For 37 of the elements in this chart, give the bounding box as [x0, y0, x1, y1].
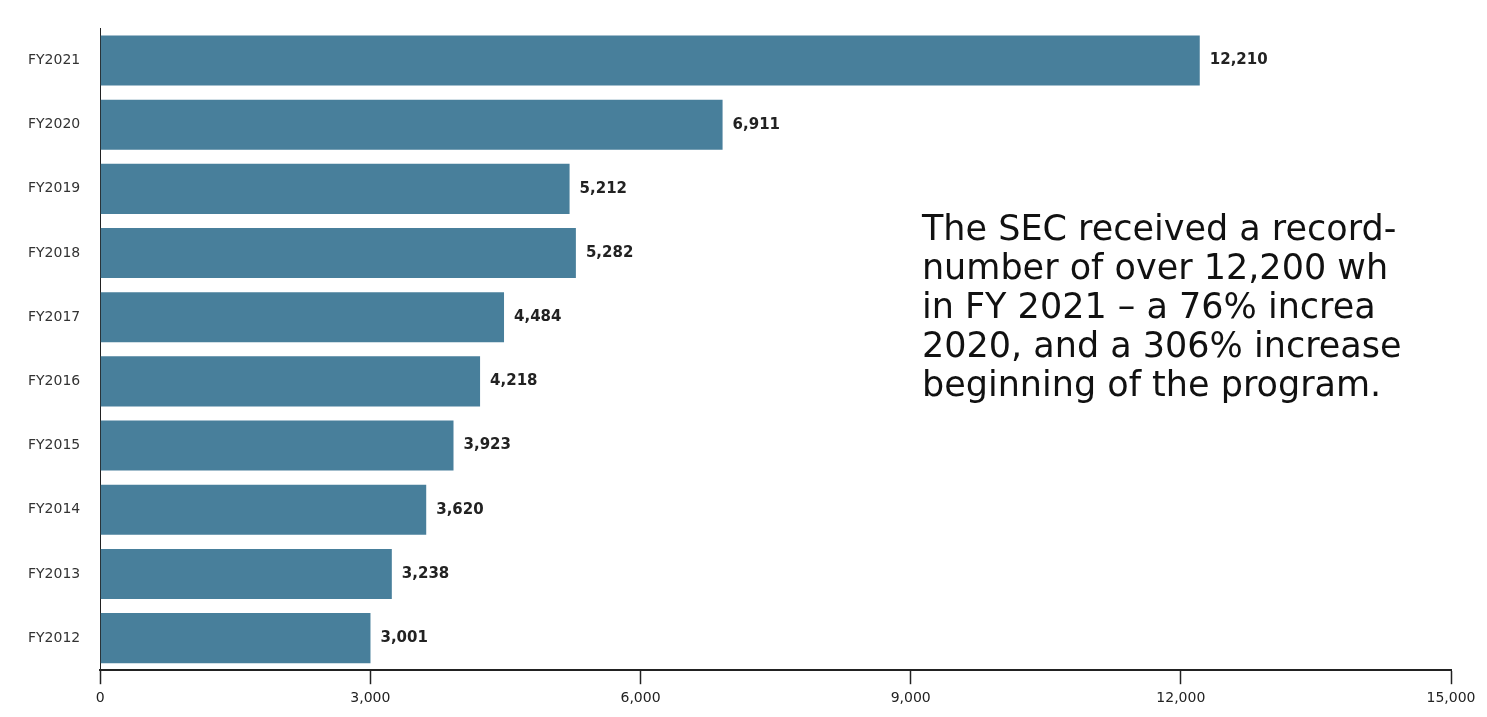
y-tick-label: FY2017: [28, 307, 81, 324]
bar: [100, 484, 427, 535]
bar: [100, 99, 723, 150]
data-label: 3,620: [436, 499, 484, 518]
y-tick-label: FY2016: [28, 372, 81, 389]
y-tick-label: FY2014: [28, 500, 81, 517]
data-label: 5,212: [579, 178, 628, 197]
x-tick-label: 3,000: [350, 689, 391, 706]
data-label: 12,210: [1209, 50, 1268, 69]
y-tick-label: FY2020: [28, 115, 81, 132]
data-label: 6,911: [732, 114, 781, 133]
x-tick-label: 15,000: [1426, 689, 1476, 706]
y-tick-label: FY2012: [28, 628, 81, 645]
bar: [100, 548, 392, 599]
annotation: The SEC received a record- number of over 12,200 wh in FY 2021 – a 76% increa 2020, and a 306% increase beginning of the program.: [920, 208, 1402, 405]
x-tick-label: 12,000: [1156, 689, 1206, 706]
data-label: 4,218: [490, 371, 538, 390]
bar: [100, 228, 576, 279]
bar: [100, 356, 481, 407]
y-tick-label: FY2021: [28, 51, 81, 68]
bar: [100, 163, 570, 214]
y-tick-label: FY2013: [28, 564, 81, 581]
bar: [100, 292, 505, 343]
x-tick-label: 9,000: [890, 689, 931, 706]
data-label: 3,001: [380, 628, 428, 646]
x-tick-label: 0: [95, 689, 105, 706]
y-tick-label: FY2015: [28, 436, 81, 453]
bar: [100, 420, 454, 471]
y-tick-label: FY2019: [28, 179, 81, 196]
x-tick-label: 6,000: [620, 689, 661, 706]
y-tick-label: FY2018: [28, 243, 81, 260]
data-label: 5,282: [585, 242, 634, 261]
bar: [100, 35, 1200, 86]
data-label: 3,238: [401, 563, 450, 582]
bar: [100, 613, 371, 664]
data-label: 3,923: [463, 435, 511, 454]
data-label: 4,484: [514, 307, 562, 326]
